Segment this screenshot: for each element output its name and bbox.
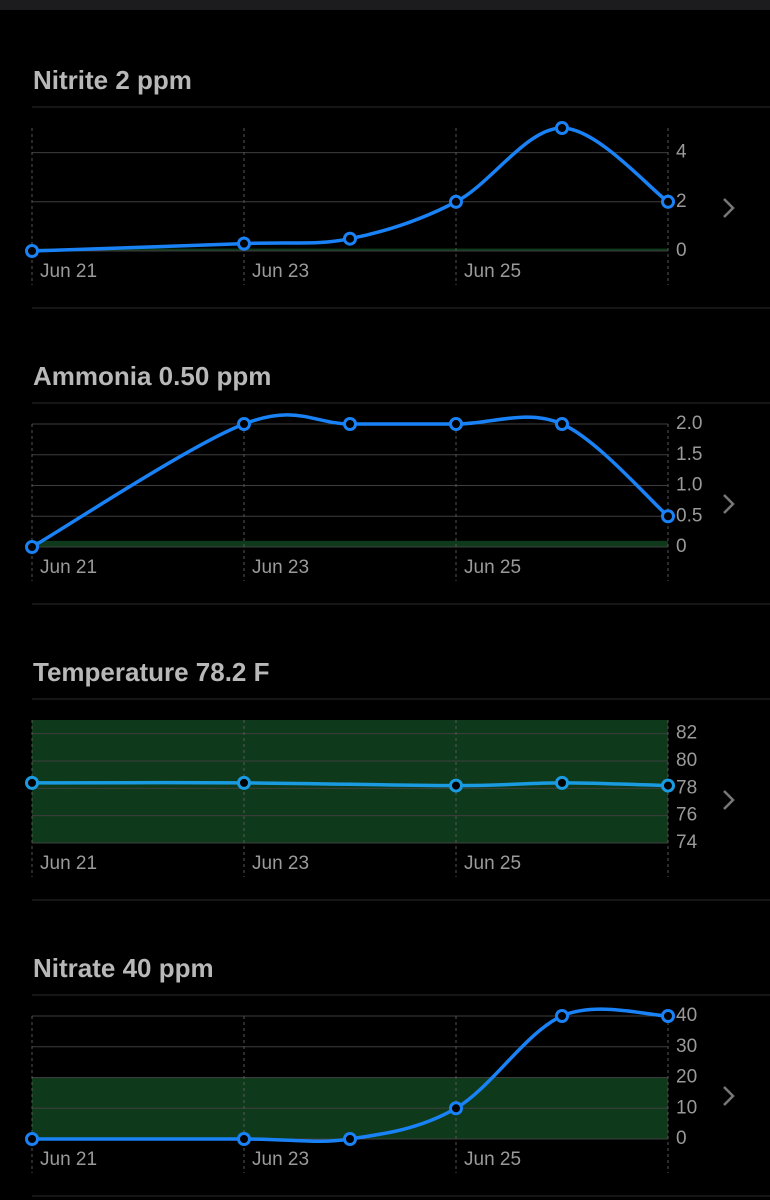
data-point (449, 1101, 463, 1116)
data-point (661, 1009, 675, 1023)
y-tick-label: 1.0 (676, 475, 702, 496)
y-tick-label: 0 (676, 1128, 687, 1149)
y-tick-label: 74 (676, 832, 698, 853)
data-line (31, 413, 670, 549)
y-tick-label: 82 (676, 723, 697, 744)
data-point (555, 1009, 569, 1023)
y-tick-label: 76 (676, 805, 697, 826)
top-bar (0, 0, 770, 10)
y-tick-label: 80 (676, 750, 697, 771)
y-tick-label: 78 (676, 777, 697, 798)
data-point (449, 194, 463, 209)
chart-title: Temperature 78.2 F (33, 657, 270, 687)
data-line (31, 126, 670, 253)
chevron (723, 198, 735, 218)
data-point (237, 417, 251, 431)
y-tick-label: 0.5 (676, 505, 702, 526)
chevron (723, 790, 735, 810)
chart-card: Ammonia 0.50 ppm 0 0.5 1.0 1.5 2.0 Jun 21 Jun 2… (25, 361, 770, 605)
chevron (723, 1086, 735, 1106)
data-point (25, 1132, 39, 1146)
data-point (343, 1132, 357, 1146)
chevron (723, 494, 735, 514)
data-point (237, 236, 251, 251)
data-point (661, 778, 675, 793)
y-tick-label: 20 (676, 1067, 697, 1088)
data-point (25, 244, 39, 258)
data-point (449, 417, 463, 431)
y-tick-label: 0 (676, 240, 687, 261)
x-tick-label: Jun 21 (40, 853, 97, 874)
x-tick-label: Jun 23 (252, 557, 309, 578)
y-tick-label: 1.5 (676, 444, 702, 465)
x-tick-label: Jun 23 (252, 261, 309, 282)
y-tick-label: 10 (676, 1097, 697, 1118)
data-point (25, 775, 39, 790)
data-point (237, 1132, 251, 1146)
data-point (661, 194, 675, 209)
y-tick-label: 2 (676, 191, 687, 212)
chart-title: Ammonia 0.50 ppm (33, 361, 271, 391)
y-tick-label: 2.0 (676, 413, 702, 434)
target-band (32, 248, 668, 251)
x-tick-label: Jun 25 (464, 1149, 521, 1170)
x-tick-label: Jun 25 (464, 853, 521, 874)
x-tick-label: Jun 25 (464, 557, 521, 578)
chart-title: Nitrite 2 ppm (33, 65, 192, 95)
target-band (32, 540, 668, 547)
data-point (25, 540, 39, 554)
y-tick-label: 40 (676, 1005, 697, 1026)
x-tick-label: Jun 25 (464, 261, 521, 282)
data-point (555, 775, 569, 790)
data-point (661, 509, 675, 524)
x-tick-label: Jun 23 (252, 853, 309, 874)
data-point (555, 417, 569, 431)
y-tick-label: 4 (676, 142, 687, 163)
y-tick-label: 0 (676, 536, 687, 557)
data-point (449, 778, 463, 793)
chart-title: Nitrate 40 ppm (33, 953, 214, 983)
y-tick-label: 30 (676, 1036, 697, 1057)
x-tick-label: Jun 21 (40, 557, 97, 578)
data-point (343, 231, 357, 246)
data-point (237, 775, 251, 790)
chart-card: Nitrate 40 ppm 0 10 20 30 40 Jun 21 Jun 23 Jun 2… (25, 953, 770, 1197)
data-point (343, 417, 357, 431)
x-tick-label: Jun 23 (252, 1149, 309, 1170)
chart-card: Nitrite 2 ppm 0 2 4 Jun 21 Jun 23 Jun 25 (25, 65, 770, 309)
data-line (31, 780, 669, 788)
x-tick-label: Jun 21 (40, 261, 97, 282)
data-point (555, 121, 569, 135)
x-tick-label: Jun 21 (40, 1149, 97, 1170)
chart-card: Temperature 78.2 F 74 76 78 80 82 Jun 21 Jun 23… (25, 657, 770, 901)
